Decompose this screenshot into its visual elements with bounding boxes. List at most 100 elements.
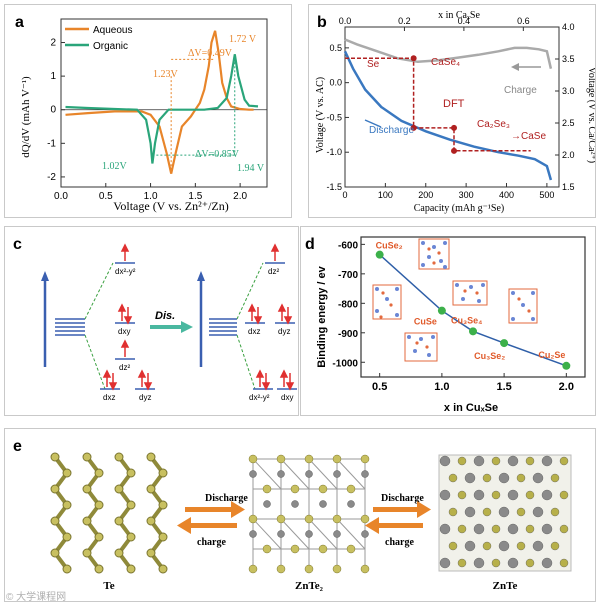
te-atom [559,456,569,466]
zn-atom [473,557,485,569]
y-tick-label: -1 [47,138,56,149]
left-energy-band [41,262,114,390]
zn-atom [498,506,510,518]
te-atom [457,456,467,466]
crystal-structure-icons [372,238,538,362]
x-tick-label: 100 [378,190,393,200]
discharge-arrow [364,119,382,128]
zn-atom [507,455,519,467]
discharge-charge-arrow-2: Discharge charge [365,493,431,548]
label-te: Te [103,580,114,592]
x-tick-label: 2.0 [233,191,247,202]
annot-se: Se [367,59,380,70]
dqdv-chart-svg: a 0.0 0.5 1.0 1.5 2.0 -2 -1 0 1 2 Aqueous Organic… [15,14,268,213]
panel-e-label: e [13,438,22,455]
zn-atom [439,455,451,467]
dqdv-series [65,30,259,174]
structure-svg: e Te Discharge charge [13,438,572,592]
y2-tick-label: 1.5 [562,182,575,192]
annot-dv085: ΔV=0.85V [195,149,240,160]
right-orbital-labels: dz² dxz dyz dx²-y² dxy [248,267,293,402]
zn-atom [464,506,476,518]
series-organic-line [65,54,259,164]
voltage-annotations: Se CaSe₄ DFT Charge Discharge Ca₂Se₃ →Ca… [367,57,546,142]
plot-frame [360,236,586,378]
zn-atom [507,523,519,535]
y2-tick-label: 2.0 [562,150,575,160]
y2-tick-label: 3.5 [562,54,575,64]
x-tick-label: 300 [459,190,474,200]
label-znte: ZnTe [493,580,518,592]
dft-step-line [345,57,531,152]
te-atom [525,490,535,500]
y-tick-label: -1.0 [326,147,342,157]
te-atom [482,541,492,551]
annot-123v: 1.23V [153,69,179,80]
panel-d-binding-energy-chart: d 0.5 1.0 1.5 2.0 -600 -700 -800 -900 -1000 [300,226,596,416]
panel-a-label: a [15,14,24,31]
legend-aqueous: Aqueous [93,25,132,36]
series-aqueous-line [65,30,254,174]
x2-tick-label: 0.2 [398,16,411,26]
zn-atom [532,540,544,552]
te-atom [516,507,526,517]
plot-frame [344,26,560,188]
binding-energy-axes: 0.5 1.0 1.5 2.0 -600 -700 -800 -900 -1000 [332,236,586,393]
orb-left-dxz: dxz [103,393,115,402]
zn-atom [507,557,519,569]
x-tick-label: 2.0 [559,381,574,393]
right-energy-band [197,262,264,390]
zn-atom [541,455,553,467]
point-label: Cu₃Se₂ [474,351,505,361]
panel-b-label: b [317,14,327,31]
te-atom [491,524,501,534]
voltage-series [343,38,553,181]
te-atom [448,541,458,551]
zn-atom [473,523,485,535]
te-atom [559,490,569,500]
te-atom [457,524,467,534]
y-axis-label: Voltage (V vs. AC) [315,77,326,153]
te-structure-image [50,452,168,574]
annot-172v: 1.72 V [229,34,257,45]
znte-structure-image [438,454,572,572]
arrow1-discharge: Discharge [205,493,248,504]
zn-atom [507,489,519,501]
data-point [437,306,446,315]
crystal-cuse-icon [372,284,402,320]
y-axis-label: Binding energy / ev [316,265,328,367]
discharge-charge-arrow-1: Discharge charge [177,493,248,548]
x-tick-label: 1.0 [144,191,158,202]
zn-atom [541,557,553,569]
te-atom [525,558,535,568]
zn-atom [532,506,544,518]
te-atom [516,541,526,551]
panel-c-label: c [13,236,22,253]
arrow1-charge: charge [197,537,226,548]
x-tick-label: 1.0 [434,381,449,393]
te-atom [550,473,560,483]
x-tick-label: 1.5 [188,191,202,202]
zn-atom [439,489,451,501]
plot-frame [60,18,268,188]
dqdv-annotations: Aqueous Organic 1.72 V ΔV=0.49V 1.23V 1.… [65,25,265,174]
crystal-cu3se4-icon [452,280,488,306]
x-axis-label: Capacity (mAh g⁻¹Se) [414,203,504,214]
dqdv-axes: 0.0 0.5 1.0 1.5 2.0 -2 -1 0 1 2 [47,18,268,202]
te-atom [516,473,526,483]
zn-atom [498,472,510,484]
point-label: CuSe [414,317,437,327]
point-label: Cu₂Se [538,350,565,360]
y2-tick-label: 4.0 [562,22,575,32]
right-orbitals [245,262,297,390]
binding-energy-series: CuSe₂ CuSe Cu₃Se₄ Cu₃Se₂ Cu₂Se [375,241,571,370]
zn-atom [464,472,476,484]
crystal-cuse2-icon [418,238,450,270]
legend-organic: Organic [93,41,128,52]
panel-c-orbital-diagram: c [4,226,299,416]
left-orbital-labels: dx²-y² dxy dz² dxz dyz [103,267,151,402]
annot-discharge: Discharge [369,125,414,136]
x-tick-label: 200 [418,190,433,200]
zn-atom [473,489,485,501]
right-electron-arrows [247,243,295,391]
